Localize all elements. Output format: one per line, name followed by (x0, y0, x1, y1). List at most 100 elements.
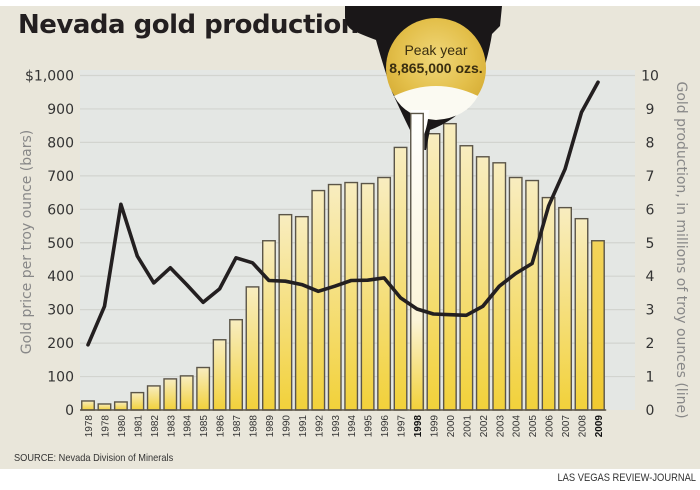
x-tick-label: 1983 (166, 415, 177, 438)
y-left-tick-label: 500 (47, 236, 74, 252)
bar-1978 (81, 400, 95, 411)
chart-title: Nevada gold production (18, 10, 359, 40)
bar-1992 (311, 189, 326, 411)
pouring-pot-illustration (345, 6, 502, 411)
x-tick-label: 1989 (265, 415, 276, 438)
y-right-tick-label: 5 (646, 236, 655, 252)
y-axis-right: 0 1 2 3 4 5 6 7 8 9 10 (641, 69, 659, 420)
bars-series (80, 112, 607, 411)
y-right-tick-label: 10 (641, 69, 659, 85)
bar-1997 (393, 146, 408, 411)
y-axis-right-title: Gold production, in millions of troy oun… (673, 81, 689, 418)
y-right-tick-label: 9 (646, 102, 655, 118)
x-tick-label: 1984 (183, 415, 194, 438)
bar-1995 (360, 182, 375, 411)
bar-1994 (344, 181, 359, 411)
y-left-tick-label: 100 (47, 370, 74, 386)
y-right-tick-label: 7 (646, 169, 655, 185)
y-right-tick-label: 3 (646, 303, 655, 319)
y-right-tick-label: 1 (646, 370, 655, 386)
x-tick-label: 1978 (100, 415, 111, 438)
bar-1986 (212, 339, 227, 411)
x-tick-label: 1992 (314, 415, 325, 438)
callout-line-2: 8,865,000 ozs. (389, 60, 482, 76)
y-left-tick-label: 400 (47, 269, 74, 285)
x-tick-label: 1985 (199, 415, 210, 438)
bar-2002 (475, 156, 490, 411)
y-right-tick-label: 8 (646, 135, 655, 151)
bar-1993 (327, 183, 342, 411)
x-tick-label: 1978 (84, 415, 95, 438)
x-tick-label: 1999 (429, 415, 440, 438)
x-tick-label: 1995 (364, 415, 375, 438)
y-right-tick-label: 6 (646, 202, 655, 218)
bar-1982 (146, 385, 161, 411)
bar-1984 (179, 375, 194, 411)
y-right-tick-label: 0 (646, 403, 655, 419)
x-tick-label: 1997 (397, 415, 408, 438)
x-axis: 1978 1978 1980 1981 1982 1983 1984 1985 1986 1987… (84, 415, 605, 438)
bar-1988 (245, 286, 260, 411)
y-right-tick-label: 2 (646, 336, 655, 352)
bar-1991 (294, 215, 309, 411)
bar-2007 (558, 206, 572, 411)
y-axis-left-title: Gold price per troy ounce (bars) (19, 130, 35, 354)
callout-line-1: Peak year (404, 42, 467, 58)
y-left-tick-label: 900 (47, 102, 74, 118)
bar-2008 (574, 217, 589, 411)
source-note: SOURCE: Nevada Division of Minerals (14, 452, 174, 464)
x-tick-label: 2008 (578, 415, 589, 438)
x-tick-label: 1991 (298, 415, 309, 438)
x-tick-label: 1981 (133, 415, 144, 438)
production-line (86, 80, 600, 347)
x-tick-label: 2003 (495, 415, 506, 438)
y-right-tick-label: 4 (646, 269, 655, 285)
x-tick-label: 2009 (594, 415, 605, 438)
bar-1980 (113, 401, 128, 411)
bar-2004 (508, 176, 523, 411)
x-tick-label: 1998 (413, 415, 424, 438)
x-tick-label: 1982 (150, 415, 161, 438)
bar-2005 (525, 179, 540, 411)
y-left-tick-label: 700 (47, 169, 74, 185)
bar-2006 (541, 196, 556, 411)
x-tick-label: 1990 (281, 415, 292, 438)
x-tick-label: 2005 (528, 415, 539, 438)
x-tick-label: 1987 (232, 415, 243, 438)
bar-1996 (377, 176, 392, 411)
bar-1983 (163, 378, 178, 411)
bar-1990 (278, 213, 293, 411)
x-tick-label: 2007 (561, 415, 572, 438)
bar-2009 (591, 240, 605, 411)
bar-2001 (459, 145, 474, 411)
y-left-tick-label: $1,000 (25, 69, 74, 85)
y-left-tick-label: 200 (47, 336, 74, 352)
x-tick-label: 2001 (462, 415, 473, 438)
bar-2000 (442, 122, 457, 411)
x-tick-label: 2006 (545, 415, 556, 438)
x-tick-label: 1986 (216, 415, 227, 438)
y-axis-left: 0 100 200 300 400 500 600 700 800 900 $1,000 (25, 69, 74, 420)
x-tick-label: 2002 (479, 415, 490, 438)
line-series (86, 80, 600, 347)
bar-1985 (196, 366, 211, 411)
peak-bar-outline (410, 112, 424, 411)
pour-stream (409, 110, 429, 410)
y-left-tick-label: 0 (65, 403, 74, 419)
bar-1981 (130, 391, 145, 411)
bar-1987 (229, 318, 244, 411)
y-left-tick-label: 600 (47, 202, 74, 218)
bar-1978 (97, 403, 112, 411)
x-tick-label: 1993 (331, 415, 342, 438)
y-left-tick-label: 800 (47, 135, 74, 151)
x-tick-label: 1988 (249, 415, 260, 438)
y-left-tick-label: 300 (47, 303, 74, 319)
bar-1999 (426, 133, 441, 411)
bar-1989 (262, 240, 276, 411)
x-tick-label: 2004 (512, 415, 523, 438)
peak-callout: Peak year 8,865,000 ozs. (389, 42, 482, 76)
x-tick-label: 1994 (347, 415, 358, 438)
x-tick-label: 1980 (117, 415, 128, 438)
publisher-credit: LAS VEGAS REVIEW-JOURNAL (557, 472, 696, 484)
